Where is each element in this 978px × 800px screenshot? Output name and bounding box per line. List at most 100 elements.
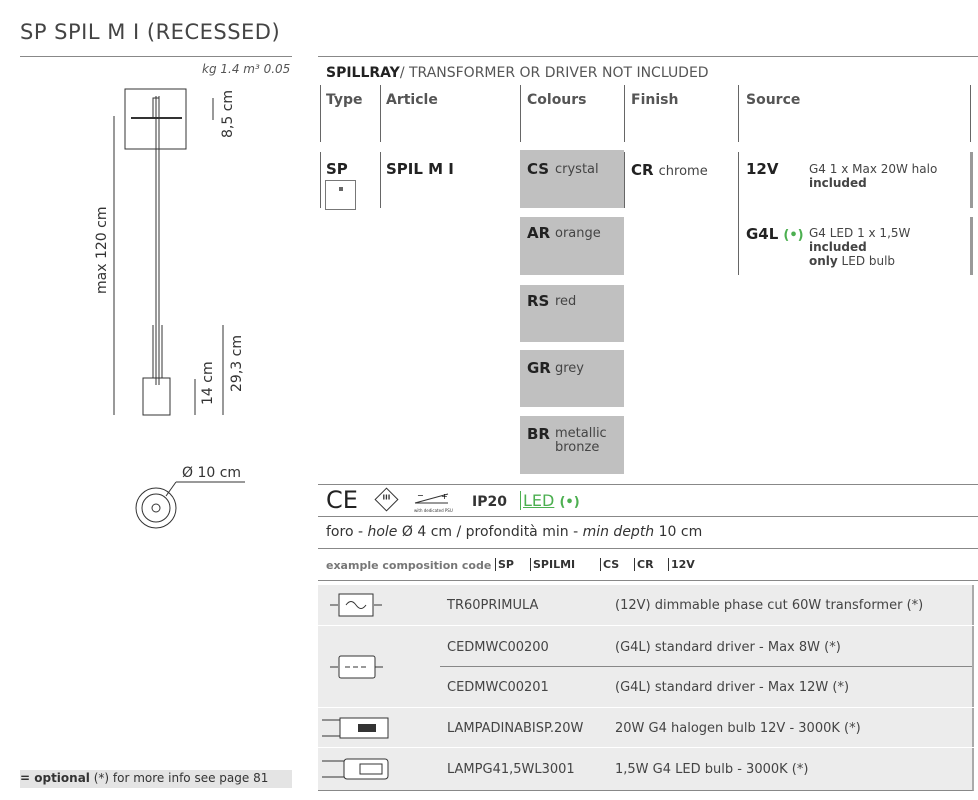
colours-0-code: CS: [527, 160, 550, 178]
layout-element: [322, 760, 344, 778]
weight-label: kg 1.4 m³ 0.05: [202, 62, 291, 76]
dim-top-height: 8,5 cm: [220, 89, 236, 138]
colours-3-code: GR: [527, 359, 551, 377]
layout-element: [624, 152, 625, 208]
layout-element: [142, 377, 171, 416]
layout-element: [339, 187, 343, 191]
example-label: example composition code: [326, 559, 492, 572]
colours-3-name: grey: [555, 361, 585, 376]
dim-max-length: max 120 cm: [94, 206, 110, 294]
certs-led_badge: (•): [559, 495, 580, 510]
colour-cs[interactable]: CS crystal: [520, 150, 624, 208]
layout-element: only LED bulb: [809, 254, 910, 268]
footer-bold: = optional: [20, 771, 90, 785]
hole-e: 10 cm: [654, 524, 703, 540]
certs-psu: with dedicated PSU: [414, 508, 453, 513]
layout-element: [135, 487, 177, 529]
sources-1-inc: included: [809, 240, 867, 254]
layout-element: [440, 666, 972, 667]
sources-0-inc: included: [809, 176, 867, 190]
col-colours: Colours: [527, 92, 587, 108]
led-bulb-icon: [322, 758, 389, 780]
article-value: SPIL M I: [386, 160, 454, 178]
colours-1-code: AR: [527, 224, 551, 242]
dim-diameter: Ø 10 cm: [182, 465, 242, 481]
ip-rating: IP20: [472, 494, 507, 510]
accessories-4-code: LAMPG41,5WL3001: [447, 762, 575, 777]
accessories-2-desc: (G4L) standard driver - Max 12W (*): [615, 680, 850, 695]
layout-element: −: [417, 491, 424, 500]
col-finish: Finish: [631, 92, 679, 108]
layout-element: [345, 601, 367, 609]
layout-element: [414, 493, 449, 504]
layout-element: [141, 493, 171, 523]
colours-2-code: RS: [527, 292, 550, 310]
accessories-4-desc: 1,5W G4 LED bulb - 3000K (*): [615, 762, 809, 777]
finish-value: CR chrome: [631, 160, 708, 179]
footer-rest: (*) for more info see page 81: [89, 771, 269, 785]
halogen-bulb-icon: [322, 717, 389, 739]
source-12v: 12V: [746, 160, 779, 178]
layout-element: [165, 481, 177, 497]
heading-subtitle: / TRANSFORMER OR DRIVER NOT INCLUDED: [399, 65, 709, 81]
layout-element: [738, 152, 739, 275]
col-article: Article: [386, 92, 438, 108]
accessories-2-code: CEDMWC00201: [447, 680, 549, 695]
layout-element: [318, 484, 978, 485]
hole-b: hole: [367, 524, 398, 540]
layout-element: [318, 516, 978, 517]
dedicated-psu-icon: − + with dedicated PSU: [414, 490, 453, 513]
transformer-icon: [330, 593, 382, 617]
layout-element: [318, 580, 978, 581]
layout-element: [320, 85, 321, 142]
finish-name: chrome: [658, 164, 708, 179]
layout-element: [380, 152, 381, 208]
example-code: SP: [495, 558, 514, 571]
colours-1-name: orange: [555, 226, 601, 241]
hole-d: min depth: [582, 524, 655, 540]
accessories-1-desc: (G4L) standard driver - Max 8W (*): [615, 640, 841, 655]
layout-element: +: [441, 492, 448, 501]
class-iii-icon: III: [374, 487, 399, 512]
sources-1-extra_b: only: [809, 254, 838, 268]
layout-element: [152, 97, 160, 119]
dim-body-height: 14 cm: [200, 361, 216, 405]
table-heading: SPILLRAY/ TRANSFORMER OR DRIVER NOT INCL…: [326, 65, 709, 81]
hole-info: foro - hole Ø 4 cm / profondità min - mi…: [326, 524, 702, 540]
colour-ar[interactable]: AR orange: [520, 217, 624, 275]
example-code: SPILMI: [530, 558, 575, 571]
hole-c: Ø 4 cm / profondità min -: [397, 524, 583, 540]
layout-element: [520, 85, 521, 142]
hole-a: foro -: [326, 524, 368, 540]
layout-element: [113, 88, 245, 529]
layout-element: [358, 724, 376, 732]
sources-1-extra: LED bulb: [837, 254, 896, 268]
example-code: CS: [600, 558, 619, 571]
layout-element: [624, 85, 625, 142]
accessory-row: LAMPG41,5WL3001 1,5W G4 LED bulb - 3000K …: [318, 748, 974, 791]
colour-rs[interactable]: RS red: [520, 285, 624, 342]
accessories-3-desc: 20W G4 halogen bulb 12V - 3000K (*): [615, 721, 861, 736]
col-type: Type: [326, 92, 363, 108]
layout-element: [320, 152, 321, 208]
certs-led: LED: [523, 491, 555, 510]
divider: [318, 56, 978, 57]
colours-0-name: crystal: [555, 162, 599, 177]
colours-4-name: metallic bronze: [555, 426, 607, 455]
layout-element: − +: [414, 491, 449, 504]
colours-4-code: BR: [527, 425, 550, 443]
accessories-3-code: LAMPADINABISP.20W: [447, 721, 584, 736]
accessories-0-desc: (12V) dimmable phase cut 60W transformer…: [615, 598, 924, 613]
divider: [20, 56, 292, 57]
layout-element: [151, 503, 161, 513]
colour-br[interactable]: BR metallic bronze: [520, 416, 624, 474]
type-value: SP: [326, 160, 348, 178]
accessory-row: CEDMWC00200 (G4L) standard driver - Max 8…: [318, 626, 974, 707]
finish-code: CR: [631, 161, 654, 179]
layout-element: [970, 152, 973, 208]
dim-total-height: 29,3 cm: [229, 335, 245, 392]
accessory-row: LAMPADINABISP.20W 20W G4 halogen bulb 12V…: [318, 708, 974, 747]
col-source: Source: [746, 92, 801, 108]
sources-0-desc: G4 1 x Max 20W halo: [809, 162, 938, 176]
colour-gr[interactable]: GR grey: [520, 350, 624, 407]
